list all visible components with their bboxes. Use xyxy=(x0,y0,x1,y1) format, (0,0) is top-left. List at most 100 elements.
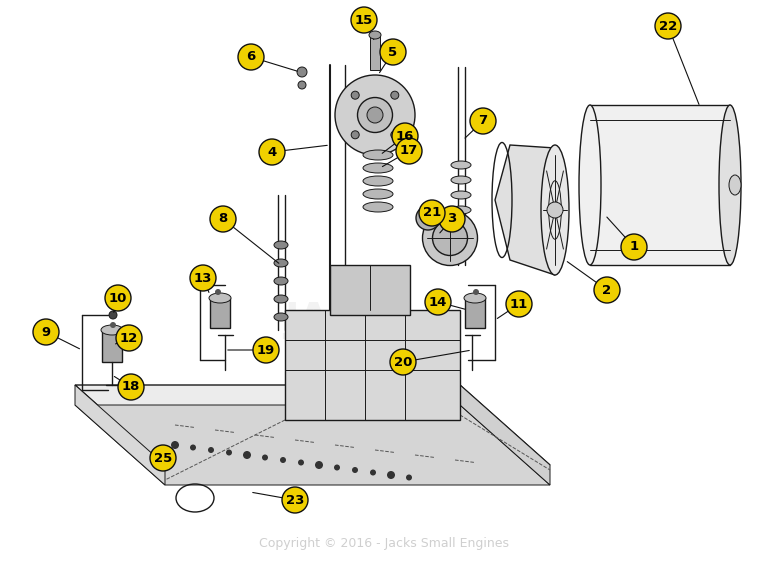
Circle shape xyxy=(351,91,359,99)
Ellipse shape xyxy=(541,145,569,275)
Bar xyxy=(102,330,122,362)
Circle shape xyxy=(352,467,358,473)
Text: 18: 18 xyxy=(122,380,141,393)
Text: ENGINES: ENGINES xyxy=(282,371,419,399)
Bar xyxy=(590,105,730,265)
Ellipse shape xyxy=(719,105,741,265)
Text: 19: 19 xyxy=(257,344,275,357)
Text: 3: 3 xyxy=(448,212,457,225)
Circle shape xyxy=(391,91,399,99)
Polygon shape xyxy=(460,385,550,485)
Text: Copyright © 2016 - Jacks Small Engines: Copyright © 2016 - Jacks Small Engines xyxy=(259,537,509,550)
Ellipse shape xyxy=(579,105,601,265)
Ellipse shape xyxy=(451,161,471,169)
Circle shape xyxy=(259,139,285,165)
Polygon shape xyxy=(75,385,165,485)
Circle shape xyxy=(380,39,406,65)
Text: 5: 5 xyxy=(389,45,398,58)
Circle shape xyxy=(370,470,376,475)
Ellipse shape xyxy=(369,31,381,39)
Ellipse shape xyxy=(432,221,468,255)
Text: 17: 17 xyxy=(400,144,418,157)
Circle shape xyxy=(208,447,214,453)
Text: 6: 6 xyxy=(247,50,256,63)
Ellipse shape xyxy=(274,259,288,267)
Circle shape xyxy=(367,107,383,123)
Polygon shape xyxy=(495,145,555,275)
Ellipse shape xyxy=(274,313,288,321)
Ellipse shape xyxy=(274,241,288,249)
Circle shape xyxy=(298,460,304,465)
Ellipse shape xyxy=(357,97,392,132)
Circle shape xyxy=(351,7,377,33)
Polygon shape xyxy=(75,405,550,485)
Text: 7: 7 xyxy=(478,114,488,127)
Ellipse shape xyxy=(209,293,231,303)
Circle shape xyxy=(110,322,116,328)
Ellipse shape xyxy=(274,277,288,285)
Circle shape xyxy=(282,487,308,513)
Circle shape xyxy=(298,81,306,89)
Circle shape xyxy=(238,44,264,70)
Circle shape xyxy=(473,289,479,295)
Ellipse shape xyxy=(451,191,471,199)
Text: 14: 14 xyxy=(429,295,447,308)
Ellipse shape xyxy=(363,163,393,173)
Ellipse shape xyxy=(363,189,393,199)
Ellipse shape xyxy=(363,176,393,186)
Circle shape xyxy=(425,289,451,315)
Circle shape xyxy=(439,206,465,232)
Circle shape xyxy=(391,131,399,139)
Polygon shape xyxy=(75,385,550,465)
Circle shape xyxy=(406,474,412,481)
Circle shape xyxy=(423,213,433,223)
Circle shape xyxy=(297,67,307,77)
Circle shape xyxy=(171,441,179,449)
Circle shape xyxy=(118,374,144,400)
Ellipse shape xyxy=(464,293,486,303)
Circle shape xyxy=(315,461,323,469)
Circle shape xyxy=(506,291,532,317)
Circle shape xyxy=(226,449,232,456)
Text: 8: 8 xyxy=(218,212,227,225)
Text: JACKS: JACKS xyxy=(284,301,415,339)
Text: Small: Small xyxy=(311,341,389,369)
Ellipse shape xyxy=(274,295,288,303)
Bar xyxy=(465,298,485,328)
Circle shape xyxy=(334,465,340,470)
Circle shape xyxy=(621,234,647,260)
Bar xyxy=(370,35,380,70)
Ellipse shape xyxy=(363,150,393,160)
Circle shape xyxy=(594,277,620,303)
Circle shape xyxy=(392,123,418,149)
Circle shape xyxy=(547,202,563,218)
Text: 22: 22 xyxy=(659,19,677,32)
Circle shape xyxy=(210,206,236,232)
Bar xyxy=(330,265,410,315)
Circle shape xyxy=(655,13,681,39)
Text: 12: 12 xyxy=(120,332,138,345)
Bar xyxy=(210,298,230,328)
Ellipse shape xyxy=(101,325,123,335)
Circle shape xyxy=(116,325,142,351)
Circle shape xyxy=(253,337,279,363)
Text: 2: 2 xyxy=(602,284,611,297)
Ellipse shape xyxy=(335,75,415,155)
Text: 20: 20 xyxy=(394,355,412,368)
Circle shape xyxy=(190,265,216,291)
Circle shape xyxy=(396,138,422,164)
Text: 15: 15 xyxy=(355,14,373,27)
Text: 25: 25 xyxy=(154,452,172,465)
Bar xyxy=(285,310,460,420)
Ellipse shape xyxy=(422,211,478,265)
Circle shape xyxy=(243,451,251,459)
Circle shape xyxy=(105,285,131,311)
Text: 21: 21 xyxy=(423,207,441,220)
Ellipse shape xyxy=(729,175,741,195)
Text: 9: 9 xyxy=(41,325,51,338)
Circle shape xyxy=(33,319,59,345)
Text: 11: 11 xyxy=(510,298,528,311)
Circle shape xyxy=(351,131,359,139)
Circle shape xyxy=(190,444,196,451)
Circle shape xyxy=(280,457,286,463)
